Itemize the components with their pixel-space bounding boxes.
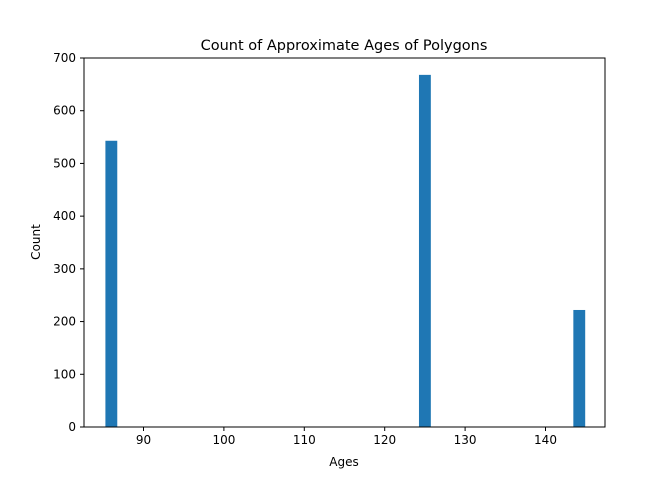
x-axis-ticks: 90 100 110 120 130 140	[136, 427, 557, 447]
y-tick-label: 100	[53, 367, 76, 381]
y-tick-label: 200	[53, 315, 76, 329]
x-tick-label: 100	[212, 433, 235, 447]
y-tick-label: 300	[53, 262, 76, 276]
histogram-bar	[573, 309, 586, 427]
x-tick-label: 130	[454, 433, 477, 447]
x-tick-label: 120	[373, 433, 396, 447]
histogram-bar	[418, 74, 431, 428]
y-tick-label: 400	[53, 209, 76, 223]
x-axis-label: Ages	[329, 455, 358, 469]
y-axis-ticks: 0 100 200 300 400 500 600 700	[53, 51, 84, 434]
chart-title: Count of Approximate Ages of Polygons	[201, 38, 488, 54]
y-tick-label: 600	[53, 104, 76, 118]
x-tick-label: 140	[534, 433, 557, 447]
y-tick-label: 500	[53, 156, 76, 170]
x-tick-label: 110	[293, 433, 316, 447]
bars-layer	[105, 74, 586, 428]
plot-frame	[83, 57, 606, 428]
y-tick-label: 0	[68, 420, 76, 434]
x-tick-label: 90	[136, 433, 151, 447]
y-tick-label: 700	[53, 51, 76, 65]
y-axis-label: Count	[29, 224, 43, 260]
histogram-bar	[105, 140, 118, 428]
